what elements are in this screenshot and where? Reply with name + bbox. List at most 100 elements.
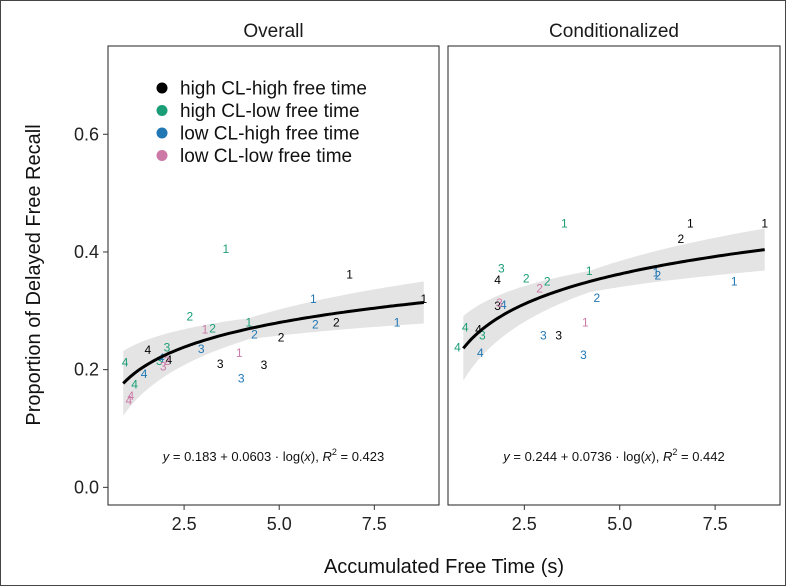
data-point-label: 3: [498, 261, 505, 275]
x-tick-label: 5.0: [267, 514, 292, 534]
data-point-label: 4: [166, 353, 173, 367]
legend-key-dot: [156, 150, 168, 161]
panel-conditionalized-eq-y: y: [502, 449, 511, 464]
panel-overall-eq-sup: 2: [332, 447, 337, 457]
y-axis-title: Proportion of Delayed Free Recall: [23, 124, 45, 425]
data-point-label: 4: [500, 298, 507, 312]
data-point-label: 2: [523, 271, 530, 285]
data-point-label: 4: [127, 389, 134, 403]
data-point-label: 2: [251, 327, 258, 341]
confidence-band-area: [123, 281, 424, 416]
panel-overall-frame: [107, 45, 440, 506]
legend-entry-label: low CL-low free time: [180, 146, 352, 167]
data-point-label: 4: [462, 320, 469, 334]
data-point-label: 4: [145, 343, 152, 357]
data-point-label: 3: [555, 329, 562, 343]
panel-overall-eq-mid: ),: [311, 449, 323, 464]
y-tick-label: 0.2: [74, 360, 99, 380]
x-tick-label: 7.5: [703, 514, 728, 534]
panel-overall-equation: y = 0.183 + 0.0603 · log(x), R2 = 0.423: [162, 447, 384, 464]
data-point-label: 4: [131, 377, 138, 391]
panel-overall-eq-body: = 0.183 + 0.0603 · log(: [169, 449, 305, 464]
data-point-label: 1: [731, 274, 738, 288]
panel-overall-eq-y: y: [162, 449, 171, 464]
data-point-label: 1: [394, 316, 401, 330]
data-point-label: 3: [261, 358, 268, 372]
data-point-label: 4: [454, 340, 461, 354]
legend-key-dot: [156, 82, 168, 94]
data-point-label: 2: [677, 232, 684, 246]
data-point-label: 2: [544, 274, 551, 288]
x-tick-label: 2.5: [172, 514, 197, 534]
data-point-label: 1: [245, 316, 252, 330]
data-point-label: 4: [126, 393, 133, 407]
data-point-label: 1: [687, 217, 694, 231]
panel-conditionalized-eq-x: x: [644, 449, 652, 464]
legend-key-dot: [156, 105, 168, 116]
data-point-label: 4: [141, 367, 148, 381]
data-point-label: 3: [540, 329, 547, 343]
data-point-label: 4: [477, 346, 484, 360]
data-point-label: 1: [420, 292, 427, 306]
data-point-label: 3: [160, 360, 167, 374]
data-point-label: 2: [333, 316, 340, 330]
confidence-band-area: [463, 228, 765, 381]
panel-conditionalized-confidence-band: [463, 228, 765, 381]
legend-entry-label: low CL-high free time: [180, 124, 360, 145]
data-point-label: 3: [479, 329, 486, 343]
data-point-label: 1: [586, 264, 593, 278]
data-point-label: 1: [202, 323, 209, 337]
panel-conditionalized-title: Conditionalized: [549, 21, 679, 42]
panel-overall-eq-tail: = 0.423: [337, 449, 384, 464]
data-point-label: 1: [582, 316, 589, 330]
y-tick-label: 0.0: [74, 477, 99, 497]
data-point-label: 1: [653, 266, 660, 280]
data-point-label: 4: [475, 323, 482, 337]
x-tick-label: 2.5: [512, 514, 537, 534]
x-axis-title: Accumulated Free Time (s): [324, 556, 564, 578]
data-point-label: 1: [561, 217, 568, 231]
panel-conditionalized-eq-sup: 2: [672, 447, 677, 457]
data-point-label: 1: [346, 267, 353, 281]
data-point-label: 2: [209, 322, 216, 336]
panel-conditionalized-eq-r: R: [663, 449, 672, 464]
panel-overall-confidence-band: [123, 281, 424, 416]
data-point-label: 2: [655, 269, 662, 283]
data-point-label: 3: [496, 296, 503, 310]
x-axis: 2.5 5.0 7.5 2.5 5.0 7.5: [172, 505, 728, 534]
y-tick-label: 0.4: [74, 242, 99, 262]
panel-overall-eq-r: R: [322, 449, 331, 464]
panel-conditionalized-eq-mid: ),: [651, 449, 663, 464]
data-point-label: 3: [217, 357, 224, 371]
y-tick-label: 0.6: [74, 124, 99, 144]
data-point-label: 1: [761, 217, 768, 231]
legend-entry-label: high CL-low free time: [180, 101, 360, 122]
panel-overall-title: Overall: [243, 21, 303, 42]
data-point-label: 3: [580, 348, 587, 362]
panel-conditionalized-eq-body: = 0.244 + 0.0736 · log(: [510, 449, 646, 464]
legend-key-dot: [156, 127, 168, 139]
panel-conditionalized-equation: y = 0.244 + 0.0736 · log(x), R2 = 0.442: [502, 447, 724, 464]
data-point-label: 2: [536, 281, 543, 295]
x-tick-label: 5.0: [607, 514, 632, 534]
data-point-label: 2: [164, 354, 171, 368]
data-point-label: 2: [593, 291, 600, 305]
panel-overall-fit-curve: [122, 301, 424, 385]
data-point-label: 3: [494, 299, 501, 313]
data-point-label: 4: [494, 273, 501, 287]
panel-conditionalized-eq-tail: = 0.442: [677, 449, 724, 464]
x-tick-label: 7.5: [362, 514, 387, 534]
data-point-label: 3: [164, 340, 171, 354]
panel-overall-eq-x: x: [303, 449, 311, 464]
data-point-label: 4: [122, 356, 129, 370]
y-axis: 0.0 0.2 0.4 0.6: [74, 124, 108, 497]
data-point-label: 3: [156, 354, 163, 368]
data-point-label: 2: [186, 310, 193, 324]
data-point-label: 2: [278, 330, 285, 344]
data-point-label: 1: [223, 242, 230, 256]
data-point-label: 1: [310, 292, 317, 306]
